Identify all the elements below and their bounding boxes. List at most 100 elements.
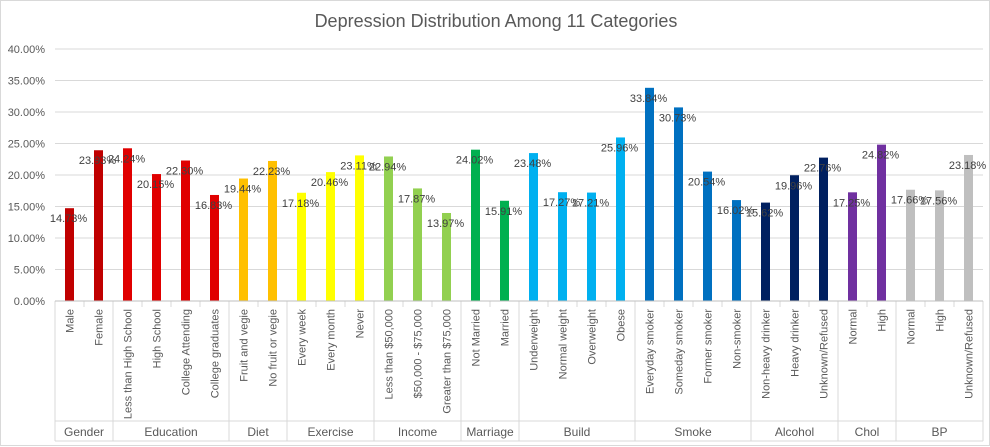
bar	[442, 212, 451, 301]
category-label: Fruit and vegie	[239, 309, 251, 382]
category-label: Obese	[616, 309, 628, 341]
bar	[355, 155, 364, 301]
category-label: Never	[355, 309, 367, 339]
category-label: Non-heavy drinker	[761, 309, 773, 399]
data-label: 25.96%	[601, 142, 639, 154]
bar	[181, 160, 190, 301]
chart-title: Depression Distribution Among 11 Categor…	[314, 11, 678, 31]
y-tick-label: 10.00%	[8, 233, 46, 245]
data-label: 22.23%	[253, 166, 291, 178]
bar	[587, 192, 596, 301]
data-label: 30.73%	[659, 112, 697, 124]
category-label: High	[877, 309, 889, 332]
category-label: Everyday smoker	[645, 309, 657, 394]
category-label: $50,000 - $75,000	[413, 309, 425, 398]
data-label: 22.94%	[369, 161, 407, 173]
bar	[819, 157, 828, 301]
group-label: Build	[564, 425, 591, 439]
data-label: 17.18%	[282, 198, 320, 210]
y-tick-label: 0.00%	[14, 296, 45, 308]
group-label: Chol	[855, 425, 880, 439]
bar	[152, 174, 161, 301]
bar	[674, 107, 683, 301]
data-label: 20.46%	[311, 177, 349, 189]
category-label: High School	[152, 309, 164, 368]
data-label: 23.18%	[949, 160, 987, 172]
data-label: 17.27%	[543, 197, 581, 209]
group-label: Exercise	[307, 425, 353, 439]
bar	[558, 192, 567, 301]
category-label: College graduates	[210, 309, 222, 399]
bar	[761, 202, 770, 301]
category-label: Married	[500, 309, 512, 346]
data-label: 17.87%	[398, 193, 436, 205]
data-label: 22.76%	[804, 163, 842, 175]
data-label: 20.15%	[137, 179, 175, 191]
bar	[471, 149, 480, 301]
group-label: Marriage	[466, 425, 514, 439]
data-label: 20.54%	[688, 177, 726, 189]
y-tick-label: 15.00%	[8, 202, 46, 214]
category-label: Normal	[848, 309, 860, 344]
data-label: 15.91%	[485, 206, 523, 218]
bar	[732, 200, 741, 301]
y-tick-label: 40.00%	[8, 44, 46, 56]
bar	[94, 150, 103, 301]
bar	[65, 208, 74, 301]
data-label: 17.66%	[891, 195, 929, 207]
data-label: 13.97%	[427, 218, 465, 230]
data-label: 23.11%	[340, 160, 377, 172]
data-label: 22.30%	[166, 166, 204, 178]
category-label: Less than High School	[123, 309, 135, 419]
bar	[210, 194, 219, 301]
data-label: 24.24%	[108, 153, 146, 165]
group-label: Income	[398, 425, 438, 439]
bar	[906, 189, 915, 301]
y-tick-label: 25.00%	[8, 139, 46, 151]
category-label: Overweight	[587, 309, 599, 365]
data-label: 33.84%	[630, 93, 668, 105]
group-label: Smoke	[674, 425, 712, 439]
y-tick-label: 20.00%	[8, 170, 46, 182]
data-label: 17.21%	[572, 198, 610, 210]
group-label: Diet	[247, 425, 269, 439]
data-label: 15.62%	[746, 208, 784, 220]
category-label: Not Married	[471, 309, 483, 366]
category-label: Female	[94, 309, 106, 346]
category-label: Unknown/Refused	[964, 309, 976, 399]
y-tick-label: 35.00%	[8, 76, 46, 88]
bar	[616, 137, 625, 301]
y-tick-label: 30.00%	[8, 107, 46, 119]
group-label: Gender	[64, 425, 104, 439]
category-label: Every week	[297, 309, 309, 366]
bar	[123, 148, 132, 301]
category-label: Normal weight	[558, 309, 570, 379]
category-label: Greater than $75,000	[442, 309, 454, 414]
bar	[529, 153, 538, 301]
bar	[239, 178, 248, 301]
category-label: Someday smoker	[674, 309, 686, 395]
data-label: 24.02%	[456, 155, 494, 167]
category-label: Heavy drinker	[790, 309, 802, 377]
data-label: 23.93%	[79, 155, 117, 167]
category-label: Former smoker	[703, 309, 715, 384]
bar	[964, 154, 973, 301]
bar	[384, 156, 393, 301]
bar	[790, 175, 799, 301]
bar	[500, 200, 509, 301]
category-label: Every month	[326, 309, 338, 371]
category-label: Normal	[906, 309, 918, 344]
data-label: 14.73%	[50, 213, 88, 225]
data-label: 16.02%	[717, 205, 755, 217]
bar	[877, 144, 886, 301]
category-label: High	[935, 309, 947, 332]
data-label: 24.82%	[862, 150, 900, 162]
data-label: 17.56%	[920, 195, 958, 207]
bar	[413, 188, 422, 301]
group-label: Education	[144, 425, 197, 439]
data-label: 17.25%	[833, 197, 871, 209]
bar	[326, 172, 335, 301]
category-label: Male	[65, 309, 77, 333]
